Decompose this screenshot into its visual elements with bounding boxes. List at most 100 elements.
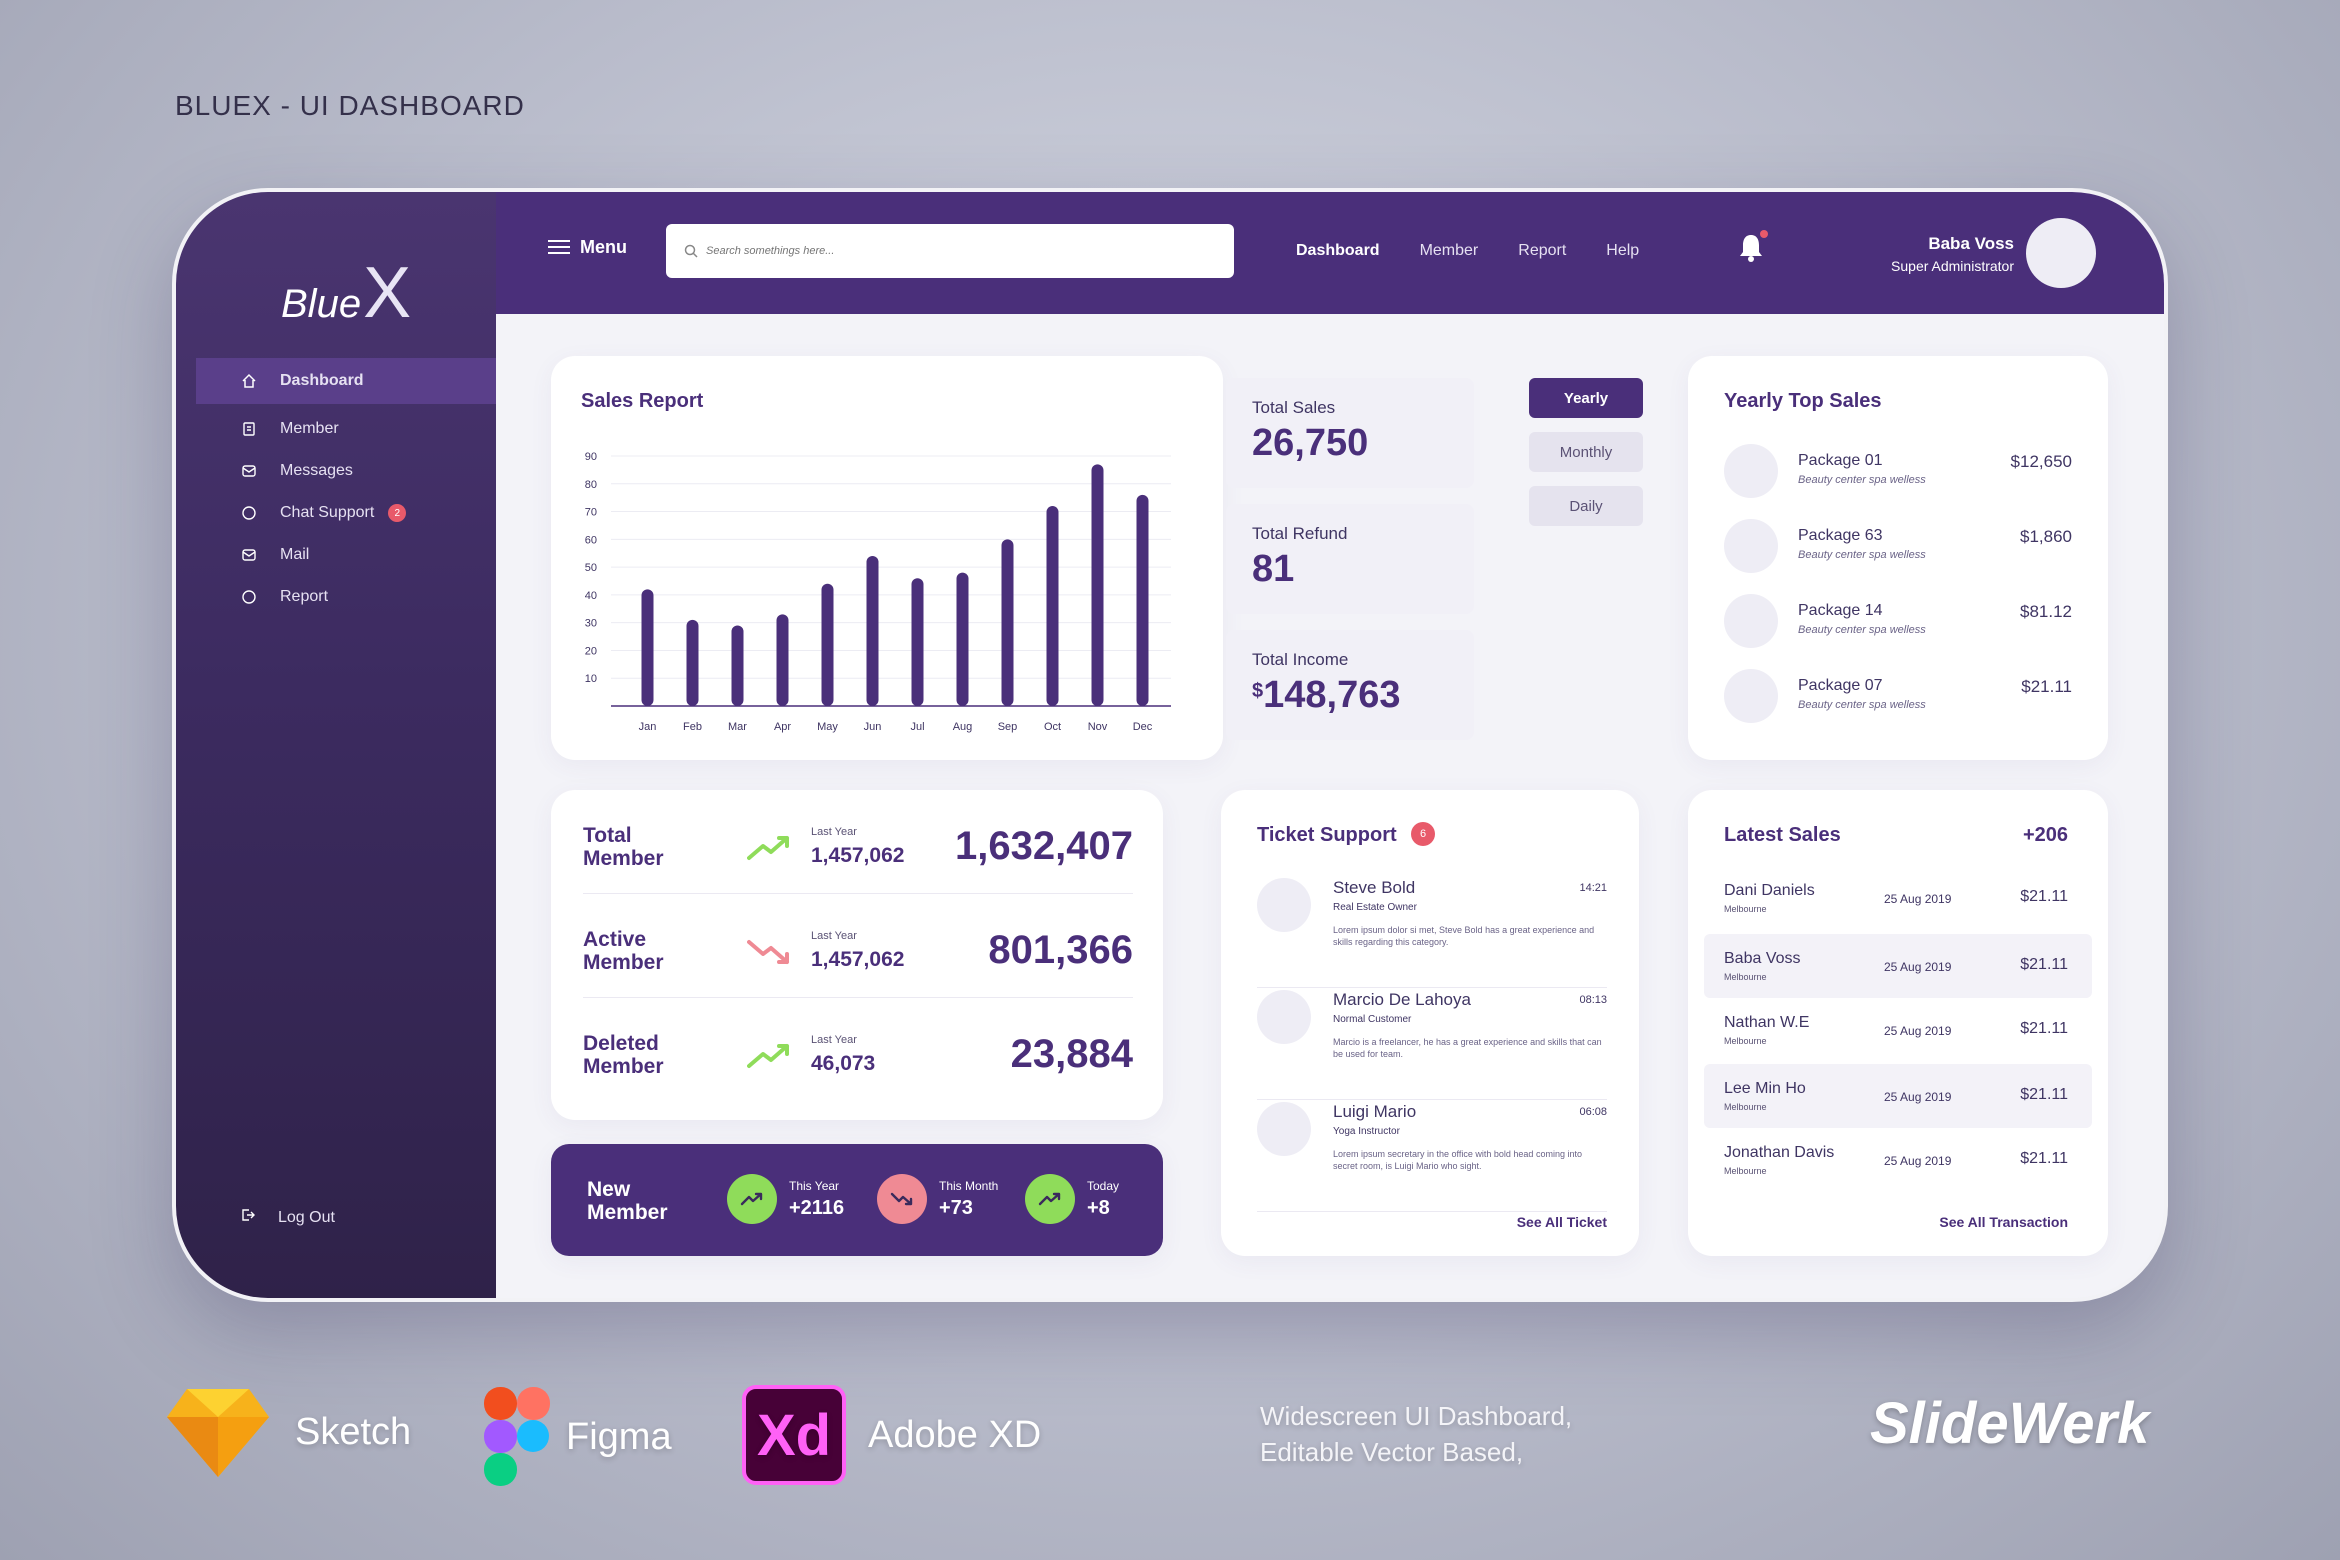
- bar: [956, 572, 969, 706]
- bar: [1091, 464, 1104, 706]
- package-name: Package 01: [1798, 452, 1883, 469]
- top-nav-help[interactable]: Help: [1606, 242, 1640, 259]
- ticket-support-card: Ticket Support 6 Steve Bold Real Estate …: [1221, 790, 1639, 1256]
- package-desc: Beauty center spa welless: [1798, 474, 1926, 486]
- notification-bell[interactable]: [1736, 230, 1768, 269]
- sidebar-item-label: Dashboard: [280, 372, 364, 389]
- package-avatar: [1724, 519, 1778, 573]
- sidebar-item-dashboard[interactable]: Dashboard: [196, 358, 496, 404]
- bar: [731, 625, 744, 706]
- customer-location: Melbourne: [1724, 1036, 1767, 1046]
- bar: [776, 614, 789, 706]
- divider: [1257, 1099, 1607, 1100]
- customer-name: Jonathan Davis: [1724, 1144, 1835, 1161]
- tool-label: Sketch: [295, 1410, 412, 1453]
- sidebar-item-label: Report: [280, 588, 329, 605]
- list-item[interactable]: Steve Bold Real Estate Owner 14:21 Lorem…: [1257, 878, 1607, 988]
- top-nav-dashboard[interactable]: Dashboard: [1296, 242, 1380, 259]
- period-monthly-button[interactable]: Monthly: [1529, 432, 1643, 472]
- y-tick-label: 60: [585, 534, 597, 546]
- sale-price: $21.11: [2020, 956, 2068, 973]
- total-income-tile: Total Income $148,763: [1226, 630, 1474, 740]
- dashboard-frame: BlueX Dashboard Member Messages Chat Sup…: [172, 188, 2168, 1302]
- sale-date: 25 Aug 2019: [1884, 1024, 1952, 1038]
- sale-price: $21.11: [2020, 888, 2068, 905]
- table-row[interactable]: Nathan W.E Melbourne 25 Aug 2019 $21.11: [1704, 998, 2092, 1062]
- logout-icon: [240, 1207, 256, 1228]
- sidebar-item-mail[interactable]: Mail: [196, 534, 496, 576]
- list-item[interactable]: Package 63 Beauty center spa welless $1,…: [1724, 519, 2072, 575]
- customer-location: Melbourne: [1724, 972, 1767, 982]
- tool-label: Adobe XD: [868, 1413, 1042, 1456]
- logo-mark: X: [363, 253, 412, 333]
- list-item[interactable]: Marcio De Lahoya Normal Customer 08:13 M…: [1257, 990, 1607, 1100]
- logout-label: Log Out: [278, 1208, 335, 1226]
- sale-date: 25 Aug 2019: [1884, 960, 1952, 974]
- package-name: Package 63: [1798, 527, 1883, 544]
- new-member-period: This Year: [789, 1178, 840, 1193]
- ticket-name: Luigi Mario: [1333, 1102, 1417, 1121]
- adobe-xd-tool: Xd Adobe XD: [742, 1385, 1041, 1485]
- divider: [583, 893, 1133, 894]
- x-tick-label: Aug: [953, 721, 973, 733]
- deleted-member-row: Deleted Member Last Year 46,073 23,884: [583, 1012, 1133, 1102]
- top-sales-title: Yearly Top Sales: [1724, 390, 1882, 412]
- user-info[interactable]: Baba Voss Super Administrator: [1891, 234, 2014, 274]
- top-nav-member[interactable]: Member: [1419, 242, 1479, 259]
- sales-bar-chart: 10 20 30 40 50 60 70 80 90 Jan Feb Mar Apr May Jun Jul A…: [585, 451, 1171, 733]
- sidebar-item-chat-support[interactable]: Chat Support 2: [196, 492, 496, 534]
- search-input[interactable]: [706, 245, 1201, 257]
- ticket-time: 08:13: [1579, 994, 1607, 1006]
- see-all-ticket-link[interactable]: See All Ticket: [1516, 1214, 1607, 1230]
- total-income-label: Total Income: [1252, 650, 1349, 669]
- table-row[interactable]: Dani Daniels Melbourne 25 Aug 2019 $21.1…: [1704, 866, 2092, 930]
- table-row[interactable]: Baba Voss Melbourne 25 Aug 2019 $21.11: [1704, 934, 2092, 998]
- sidebar-item-label: Chat Support: [280, 504, 375, 521]
- sidebar-item-report[interactable]: Report: [196, 576, 496, 618]
- adobe-xd-icon: Xd: [742, 1385, 846, 1485]
- ticket-badge: 6: [1411, 822, 1435, 846]
- last-year-value: 1,457,062: [811, 948, 905, 971]
- list-item[interactable]: Package 07 Beauty center spa welless $21…: [1724, 669, 2072, 725]
- package-price: $21.11: [2021, 677, 2072, 696]
- avatar[interactable]: [2026, 218, 2096, 288]
- customer-location: Melbourne: [1724, 1166, 1767, 1176]
- sidebar-item-member[interactable]: Member: [196, 408, 496, 450]
- bar: [911, 578, 924, 706]
- ticket-role: Yoga Instructor: [1333, 1126, 1400, 1137]
- period-yearly-button[interactable]: Yearly: [1529, 378, 1643, 418]
- bar: [821, 583, 834, 706]
- member-label: Active Member: [583, 928, 664, 974]
- new-member-today: Today +8: [1025, 1174, 1119, 1224]
- table-row[interactable]: Jonathan Davis Melbourne 25 Aug 2019 $21…: [1704, 1128, 2092, 1192]
- new-member-this-year: This Year +2116: [727, 1174, 844, 1224]
- list-item[interactable]: Package 14 Beauty center spa welless $81…: [1724, 594, 2072, 650]
- package-desc: Beauty center spa welless: [1798, 699, 1926, 711]
- sale-date: 25 Aug 2019: [1884, 892, 1952, 906]
- logout-button[interactable]: Log Out: [240, 1207, 335, 1228]
- member-value: 23,884: [1010, 1032, 1133, 1076]
- sale-date: 25 Aug 2019: [1884, 1154, 1952, 1168]
- menu-button[interactable]: Menu: [548, 236, 627, 258]
- figma-icon: [484, 1387, 550, 1486]
- x-tick-label: Jan: [639, 721, 657, 733]
- ticket-message: Marcio is a freelancer, he has a great e…: [1333, 1037, 1602, 1059]
- ticket-support-title: Ticket Support: [1257, 824, 1397, 846]
- search-box: [666, 224, 1234, 278]
- see-all-transaction-link[interactable]: See All Transaction: [1939, 1214, 2068, 1230]
- table-row[interactable]: Lee Min Ho Melbourne 25 Aug 2019 $21.11: [1704, 1064, 2092, 1128]
- list-item[interactable]: Package 01 Beauty center spa welless $12…: [1724, 444, 2072, 500]
- top-nav-report[interactable]: Report: [1518, 242, 1567, 259]
- total-income-number: 148,763: [1263, 674, 1401, 716]
- sketch-icon: [167, 1389, 269, 1477]
- list-item[interactable]: Luigi Mario Yoga Instructor 06:08 Lorem …: [1257, 1102, 1607, 1212]
- sidebar-item-messages[interactable]: Messages: [196, 450, 496, 492]
- member-label: Deleted Member: [583, 1032, 664, 1078]
- period-daily-button[interactable]: Daily: [1529, 486, 1643, 526]
- new-member-period: This Month: [939, 1178, 999, 1193]
- bar: [1136, 494, 1149, 706]
- total-sales-tile: Total Sales 26,750: [1226, 378, 1474, 488]
- package-price: $81.12: [2020, 602, 2072, 621]
- user-role: Super Administrator: [1891, 258, 2014, 274]
- bar: [641, 589, 654, 706]
